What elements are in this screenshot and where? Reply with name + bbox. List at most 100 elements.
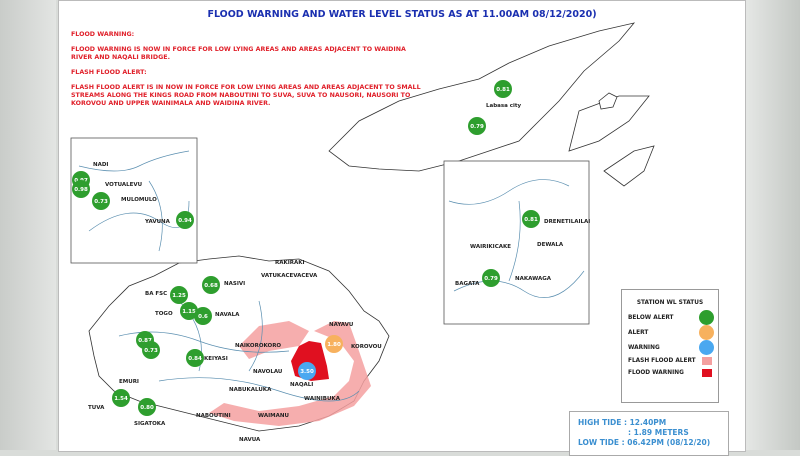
station-marker: 0.81 bbox=[522, 210, 540, 228]
station-marker: 1.54 bbox=[112, 389, 130, 407]
station-marker: 1.80 bbox=[325, 335, 343, 353]
flash-flood-alert-area bbox=[209, 321, 371, 426]
station-markers: 0.810.790.970.980.730.940.810.790.681.25… bbox=[72, 80, 540, 416]
label-navala: NAVALA bbox=[215, 312, 240, 318]
pink-square-icon bbox=[702, 357, 712, 365]
station-dot bbox=[325, 335, 343, 353]
station-marker: 0.79 bbox=[482, 269, 500, 287]
station-value: 0.98 bbox=[74, 187, 88, 193]
label-wainibuka: WAINIBUKA bbox=[304, 396, 341, 402]
flood-warning-heading: FLOOD WARNING: bbox=[71, 31, 135, 38]
flash-flood-text: FLASH FLOOD ALERT IS IN NOW IN FORCE FOR… bbox=[71, 84, 421, 107]
label-labasa: Labasa city bbox=[486, 103, 522, 109]
station-marker: 0.81 bbox=[494, 80, 512, 98]
station-value: 1.80 bbox=[327, 342, 341, 348]
fiji-map: Labasa city NADI VOTUALEVU MULOMULO YAVU… bbox=[70, 22, 655, 443]
label-nadi: NADI bbox=[93, 162, 108, 168]
station-dot bbox=[138, 398, 156, 416]
taveuni-island bbox=[568, 95, 650, 152]
station-value: 0.81 bbox=[496, 87, 510, 93]
orange-dot-icon bbox=[699, 325, 714, 340]
station-value: 0.81 bbox=[524, 217, 538, 223]
station-value: 1.54 bbox=[114, 396, 128, 402]
station-marker: 0.73 bbox=[92, 192, 110, 210]
label-korovou: KOROVOU bbox=[351, 344, 382, 350]
station-dot bbox=[180, 302, 198, 320]
label-dewala: DEWALA bbox=[537, 242, 564, 248]
station-marker: 0.68 bbox=[202, 276, 220, 294]
river bbox=[448, 179, 585, 299]
label-mulomulo: MULOMULO bbox=[121, 197, 157, 203]
label-vatukacevaceva: VATUKACEVACEVA bbox=[261, 273, 318, 279]
station-dot bbox=[142, 341, 160, 359]
label-navolau: NAVOLAU bbox=[253, 369, 282, 375]
label-drenetilailai: DRENETILAILAI bbox=[544, 219, 590, 225]
blue-dot-icon bbox=[699, 340, 714, 355]
station-marker: 1.15 bbox=[180, 302, 198, 320]
inset-labasa bbox=[443, 160, 590, 325]
label-naboutini: NABOUTINI bbox=[196, 413, 231, 419]
label-togo: TOGO bbox=[155, 311, 173, 317]
station-marker: 0.80 bbox=[138, 398, 156, 416]
station-dot bbox=[522, 210, 540, 228]
label-navua: NAVUA bbox=[239, 437, 261, 443]
station-marker: 3.50 bbox=[298, 362, 316, 380]
label-nakawaga: NAKAWAGA bbox=[515, 276, 552, 282]
label-nabukaluka: NABUKALUKA bbox=[229, 387, 272, 393]
station-dot bbox=[92, 192, 110, 210]
label-wairikicake: WAIRIKICAKE bbox=[470, 244, 511, 250]
legend-item-alert: ALERT bbox=[622, 325, 718, 340]
legend-item-below-alert: BELOW ALERT bbox=[622, 310, 718, 325]
station-marker: 0.84 bbox=[186, 349, 204, 367]
label-waimanu: WAIMANU bbox=[258, 413, 289, 419]
station-value: 0.94 bbox=[178, 218, 192, 224]
station-dot bbox=[202, 276, 220, 294]
legend-label: FLOOD WARNING bbox=[628, 370, 684, 376]
river bbox=[118, 300, 360, 402]
label-ba-fsc: BA FSC bbox=[145, 291, 167, 297]
island bbox=[598, 92, 655, 187]
station-dot bbox=[72, 180, 90, 198]
vanua-levu-island bbox=[328, 22, 636, 172]
flood-map-panel: FLOOD WARNING AND WATER LEVEL STATUS AS … bbox=[58, 0, 746, 456]
station-value: 0.79 bbox=[470, 124, 484, 130]
station-dot bbox=[112, 389, 130, 407]
label-votualevu: VOTUALEVU bbox=[105, 182, 142, 188]
station-dot bbox=[298, 362, 316, 380]
station-value: 3.50 bbox=[300, 369, 314, 375]
label-sigatoka: SIGATOKA bbox=[134, 421, 166, 427]
station-value: 0.73 bbox=[144, 348, 158, 354]
station-value: 0.84 bbox=[188, 356, 202, 362]
label-keiyasi: KEIYASI bbox=[204, 356, 228, 362]
legend-item-flash-flood-alert: FLASH FLOOD ALERT bbox=[622, 355, 718, 367]
tide-info-box: HIGH TIDE : 12.40PM : 1.89 METERS LOW TI… bbox=[569, 411, 729, 456]
legend-item-warning: WARNING bbox=[622, 340, 718, 355]
station-marker: 0.98 bbox=[72, 180, 90, 198]
station-value: 0.73 bbox=[94, 199, 108, 205]
label-naikorokoro: NAIKOROKORO bbox=[235, 343, 281, 349]
station-value: 0.6 bbox=[198, 314, 208, 320]
legend-label: FLASH FLOOD ALERT bbox=[628, 358, 696, 364]
station-dot bbox=[494, 80, 512, 98]
station-value: 0.80 bbox=[140, 405, 154, 411]
legend-label: BELOW ALERT bbox=[628, 314, 674, 321]
station-dot bbox=[170, 286, 188, 304]
background-left bbox=[0, 0, 56, 450]
label-yavuna: YAVUNA bbox=[144, 219, 171, 225]
label-nasivi: NASIVI bbox=[224, 281, 245, 287]
label-nayavu: NAYAVU bbox=[329, 322, 353, 328]
station-dot bbox=[468, 117, 486, 135]
station-value: 0.68 bbox=[204, 283, 218, 289]
green-dot-icon bbox=[699, 310, 714, 325]
low-tide: LOW TIDE : 06.42PM (08/12/20) bbox=[578, 438, 711, 447]
station-marker: 1.25 bbox=[170, 286, 188, 304]
flood-notices: FLOOD WARNING: FLOOD WARNING IS NOW IN F… bbox=[71, 31, 421, 115]
station-marker: 0.94 bbox=[176, 211, 194, 229]
high-tide: HIGH TIDE : 12.40PM bbox=[578, 418, 667, 427]
station-marker: 0.79 bbox=[468, 117, 486, 135]
label-tuva: TUVA bbox=[88, 405, 105, 411]
station-value: 1.15 bbox=[182, 309, 196, 315]
station-dot bbox=[194, 307, 212, 325]
label-rakiraki: RAKIRAKI bbox=[275, 260, 305, 266]
place-labels: Labasa city NADI VOTUALEVU MULOMULO YAVU… bbox=[88, 103, 590, 443]
